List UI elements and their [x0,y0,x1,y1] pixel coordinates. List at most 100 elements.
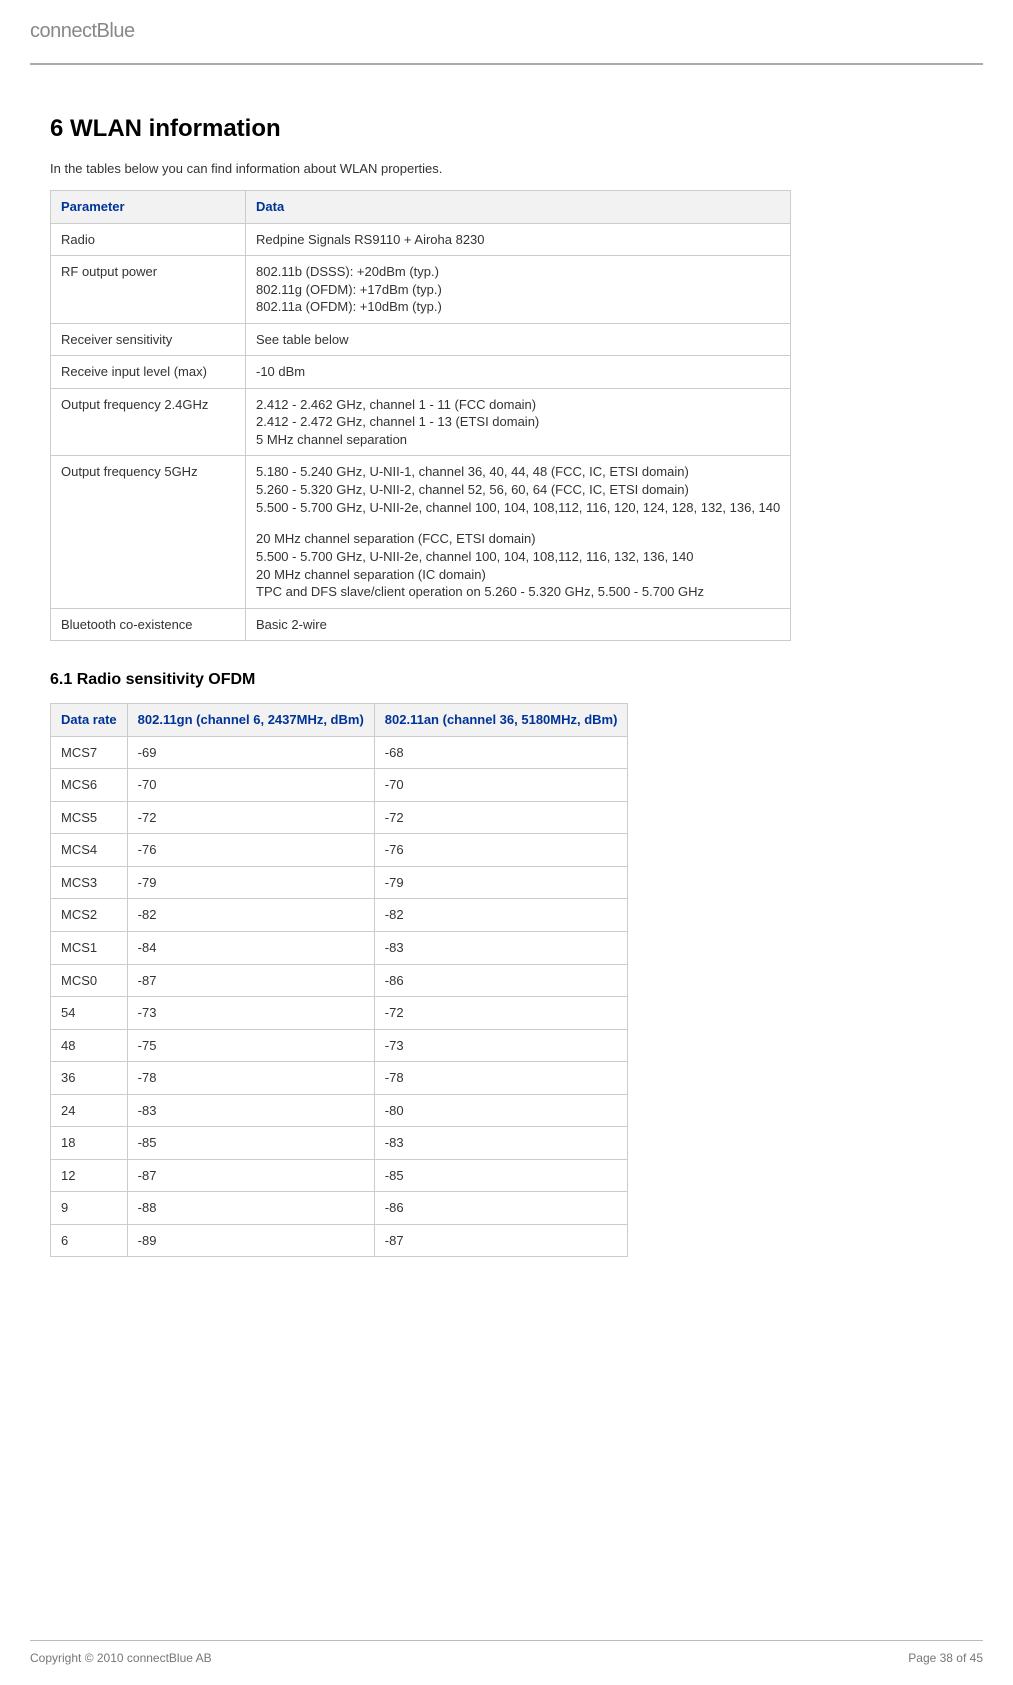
cell-gn: -85 [127,1127,374,1160]
cell-an: -76 [374,834,628,867]
cell-rate: 48 [51,1029,128,1062]
th-80211an: 802.11an (channel 36, 5180MHz, dBm) [374,704,628,737]
data-line: 802.11a (OFDM): +10dBm (typ.) [256,298,780,316]
table-row: 54-73-72 [51,997,628,1030]
cell-an: -73 [374,1029,628,1062]
data-line: Redpine Signals RS9110 + Airoha 8230 [256,231,780,249]
cell-data: -10 dBm [246,356,791,389]
cell-gn: -70 [127,769,374,802]
cell-an: -78 [374,1062,628,1095]
table-row: 18-85-83 [51,1127,628,1160]
cell-parameter: Output frequency 5GHz [51,456,246,608]
cell-rate: 9 [51,1192,128,1225]
cell-gn: -84 [127,931,374,964]
table-row: 9-88-86 [51,1192,628,1225]
table-row: Output frequency 5GHz 5.180 - 5.240 GHz, … [51,456,791,608]
table-row: MCS5-72-72 [51,801,628,834]
data-line: 5 MHz channel separation [256,431,780,449]
document-page: connectBlue 6 WLAN information In the ta… [0,0,1013,1685]
table-row: Receive input level (max) -10 dBm [51,356,791,389]
cell-an: -68 [374,736,628,769]
data-line: 20 MHz channel separation (FCC, ETSI dom… [256,530,780,548]
cell-an: -85 [374,1159,628,1192]
cell-rate: 24 [51,1094,128,1127]
data-line: 802.11g (OFDM): +17dBm (typ.) [256,281,780,299]
cell-rate: 18 [51,1127,128,1160]
cell-an: -72 [374,801,628,834]
cell-parameter: Radio [51,223,246,256]
data-line: Basic 2-wire [256,616,780,634]
table-header-row: Parameter Data [51,191,791,224]
table-row: MCS1-84-83 [51,931,628,964]
cell-an: -70 [374,769,628,802]
table-row: 36-78-78 [51,1062,628,1095]
data-line: 5.260 - 5.320 GHz, U-NII-2, channel 52, … [256,481,780,499]
table-row: 6-89-87 [51,1224,628,1257]
cell-rate: 54 [51,997,128,1030]
cell-an: -80 [374,1094,628,1127]
cell-rate: MCS3 [51,866,128,899]
table-row: Radio Redpine Signals RS9110 + Airoha 823… [51,223,791,256]
data-line: 5.500 - 5.700 GHz, U-NII-2e, channel 100… [256,548,780,566]
table-row: 12-87-85 [51,1159,628,1192]
cell-gn: -73 [127,997,374,1030]
cell-rate: MCS2 [51,899,128,932]
cell-gn: -82 [127,899,374,932]
cell-gn: -83 [127,1094,374,1127]
cell-an: -83 [374,1127,628,1160]
cell-data: Basic 2-wire [246,608,791,641]
cell-gn: -69 [127,736,374,769]
data-line: 20 MHz channel separation (IC domain) [256,566,780,584]
cell-gn: -76 [127,834,374,867]
cell-rate: MCS5 [51,801,128,834]
data-line: See table below [256,331,780,349]
cell-gn: -88 [127,1192,374,1225]
table-row: 48-75-73 [51,1029,628,1062]
brand-title: connectBlue [30,20,983,43]
table-header-row: Data rate 802.11gn (channel 6, 2437MHz, … [51,704,628,737]
section-title: 6 WLAN information [50,115,963,143]
cell-gn: -79 [127,866,374,899]
cell-parameter: Bluetooth co-existence [51,608,246,641]
cell-rate: MCS1 [51,931,128,964]
cell-data: 2.412 - 2.462 GHz, channel 1 - 11 (FCC d… [246,388,791,456]
cell-gn: -87 [127,1159,374,1192]
th-data: Data [246,191,791,224]
header-rule [30,63,983,65]
cell-parameter: Receive input level (max) [51,356,246,389]
cell-an: -72 [374,997,628,1030]
footer-copyright: Copyright © 2010 connectBlue AB [30,1651,212,1665]
table-row: MCS3-79-79 [51,866,628,899]
cell-an: -86 [374,1192,628,1225]
table-row: Output frequency 2.4GHz2.412 - 2.462 GHz… [51,388,791,456]
cell-rate: MCS7 [51,736,128,769]
data-line [256,516,780,530]
page-footer: Copyright © 2010 connectBlue AB Page 38 … [30,1640,983,1665]
subsection-title: 6.1 Radio sensitivity OFDM [50,671,963,689]
cell-an: -87 [374,1224,628,1257]
cell-gn: -89 [127,1224,374,1257]
cell-an: -82 [374,899,628,932]
data-line: -10 dBm [256,363,780,381]
th-parameter: Parameter [51,191,246,224]
data-line: TPC and DFS slave/client operation on 5.… [256,583,780,601]
cell-rate: 6 [51,1224,128,1257]
cell-rate: MCS0 [51,964,128,997]
data-line: 2.412 - 2.462 GHz, channel 1 - 11 (FCC d… [256,396,780,414]
cell-rate: 12 [51,1159,128,1192]
table-row: MCS2-82-82 [51,899,628,932]
data-line: 5.180 - 5.240 GHz, U-NII-1, channel 36, … [256,463,780,481]
section-intro: In the tables below you can find informa… [50,161,963,176]
cell-gn: -72 [127,801,374,834]
cell-rate: 36 [51,1062,128,1095]
footer-page-number: Page 38 of 45 [908,1651,983,1665]
table-row: 24-83-80 [51,1094,628,1127]
table-row: MCS7-69-68 [51,736,628,769]
cell-parameter: Receiver sensitivity [51,323,246,356]
table-row: Bluetooth co-existence Basic 2-wire [51,608,791,641]
table-row: MCS6-70-70 [51,769,628,802]
cell-data: 5.180 - 5.240 GHz, U-NII-1, channel 36, … [246,456,791,608]
cell-rate: MCS4 [51,834,128,867]
cell-gn: -87 [127,964,374,997]
data-line: 5.500 - 5.700 GHz, U-NII-2e, channel 100… [256,499,780,517]
